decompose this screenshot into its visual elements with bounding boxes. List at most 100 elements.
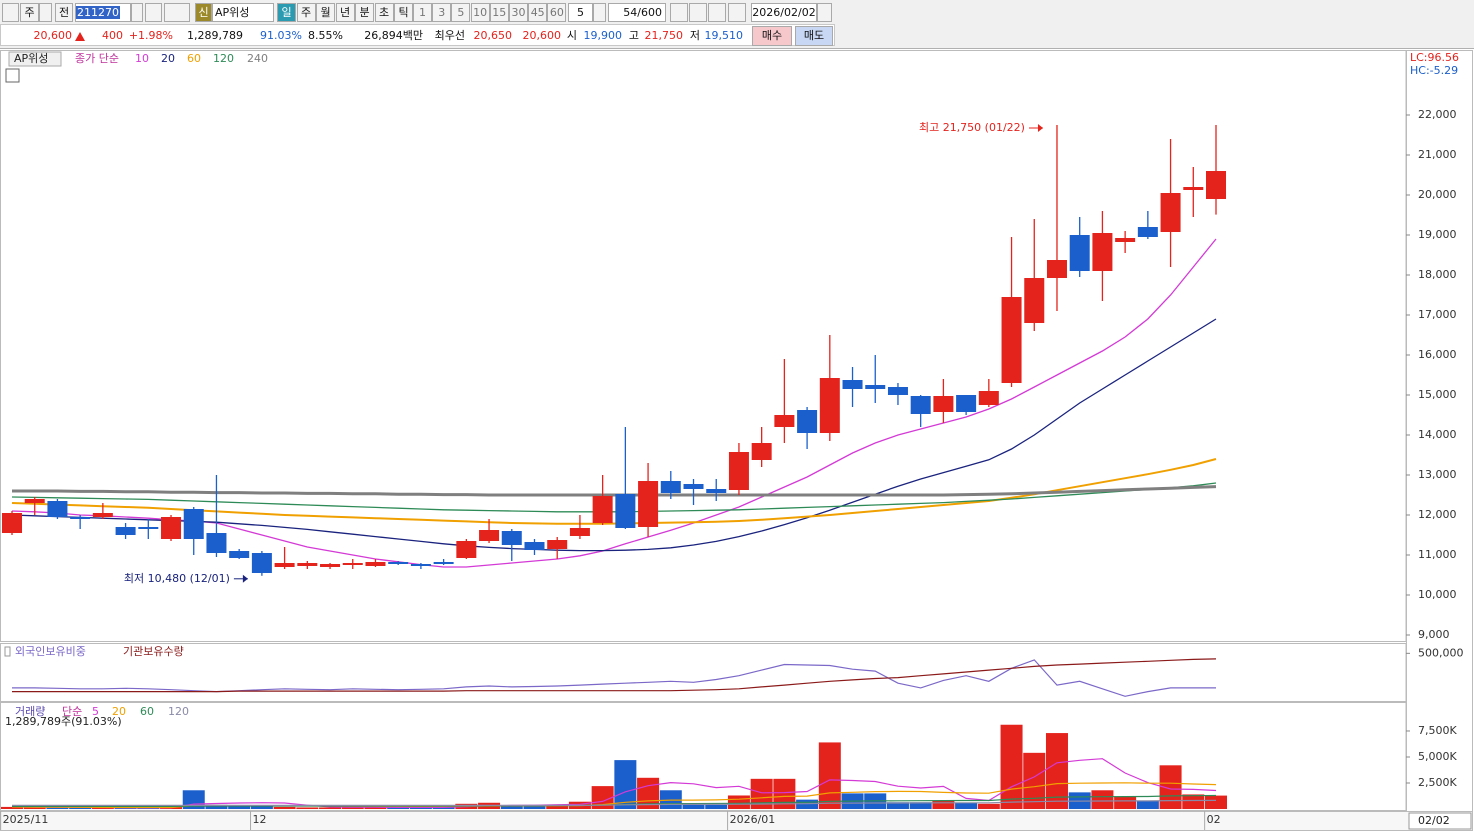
quote-volume-ratio: 91.03%	[260, 29, 302, 42]
candle-body	[251, 553, 272, 573]
axis-panel	[1406, 50, 1473, 812]
volume-bar	[523, 805, 546, 809]
interval-button[interactable]: 3	[432, 3, 452, 22]
annotation: 최저 10,480 (12/01)	[124, 572, 230, 585]
candle-body	[161, 517, 182, 539]
name-input[interactable]: AP위성	[212, 3, 274, 22]
legend-entry: 60	[140, 705, 154, 718]
volume-bar	[614, 760, 637, 809]
dropdown[interactable]	[131, 3, 143, 22]
volume-bar	[296, 807, 319, 809]
sound-button[interactable]	[164, 3, 190, 22]
quote-price: 20,600	[33, 29, 73, 42]
legend-title: AP위성	[14, 52, 48, 65]
volume-bar	[250, 806, 273, 809]
candle-body	[274, 563, 295, 567]
code-input[interactable]: 211270	[75, 3, 131, 22]
candle-body	[842, 380, 863, 389]
candle-body	[410, 564, 431, 566]
volume-bar	[1091, 790, 1114, 809]
y-tick-label: 9,000	[1418, 628, 1450, 641]
period-tab[interactable]: 일	[277, 3, 296, 22]
interval-button[interactable]: 1	[413, 3, 432, 22]
calendar-button[interactable]	[817, 3, 832, 22]
interval-button[interactable]: 15	[489, 3, 509, 22]
period-tab[interactable]: 월	[316, 3, 335, 22]
ma-line	[11, 758, 1217, 809]
interval-button[interactable]: 10	[470, 3, 490, 22]
y-tick-label: 5,000K	[1418, 750, 1457, 763]
search-button[interactable]	[145, 3, 162, 22]
candle-body	[1001, 297, 1022, 383]
candle-body	[819, 378, 840, 433]
panel-icon	[5, 68, 20, 83]
candle-body	[388, 562, 409, 564]
quote-volume: 1,289,789	[187, 29, 243, 42]
date-input[interactable]: 2026/02/02	[751, 3, 817, 22]
ma-label: 종가 단순	[75, 52, 119, 65]
interval-button[interactable]: 30	[509, 3, 528, 22]
tool-icon[interactable]	[670, 3, 688, 22]
quote-bar	[0, 24, 835, 46]
volume-bar	[750, 778, 773, 809]
period-tab[interactable]: 주	[296, 3, 316, 22]
interval-button[interactable]: 60	[547, 3, 567, 22]
volume-bar	[796, 799, 819, 809]
quote-open: 19,900	[583, 29, 623, 42]
volume-bar	[886, 802, 909, 809]
y-tick-label: 11,000	[1418, 548, 1457, 561]
quote-change-rate: +1.98%	[128, 29, 173, 42]
candle-body	[887, 387, 908, 395]
candle-body	[524, 542, 545, 550]
quote-high: 21,750	[644, 29, 684, 42]
indicator-hc: HC:-5.29	[1410, 64, 1458, 77]
new-badge[interactable]: 신	[195, 3, 212, 22]
market-select[interactable]: 주	[20, 3, 39, 22]
candle-body	[1024, 278, 1045, 323]
interval-button[interactable]: 5	[451, 3, 471, 22]
x-tick-label: 12	[253, 813, 267, 826]
cursor-date-box	[1408, 812, 1472, 830]
legend-entry: 120	[168, 705, 189, 718]
candle-body	[2, 513, 22, 533]
sell-button[interactable]: 매도	[795, 26, 833, 46]
y-tick-label: 19,000	[1418, 228, 1457, 241]
x-tick-label: 2026/01	[730, 813, 776, 826]
ma-line	[12, 799, 1217, 806]
ma-line	[12, 485, 1217, 497]
volume-bar	[319, 807, 342, 809]
legend-entry: 10	[135, 52, 149, 65]
interval-button[interactable]: 45	[528, 3, 548, 22]
ma-line	[11, 318, 1217, 552]
volume-bar	[387, 807, 410, 809]
range-display: 54/600	[608, 3, 666, 22]
count-input[interactable]: 5	[568, 3, 593, 22]
y-tick-label: 16,000	[1418, 348, 1457, 361]
volume-bar	[1182, 794, 1205, 809]
candle-body	[183, 509, 204, 539]
dropdown[interactable]	[593, 3, 606, 22]
dropdown[interactable]	[39, 3, 52, 22]
candle-body	[456, 541, 477, 558]
y-tick-label: 2,500K	[1418, 776, 1457, 789]
period-tab[interactable]: 년	[335, 3, 355, 22]
legend-entry: 120	[213, 52, 234, 65]
period-tab[interactable]: 분	[355, 3, 374, 22]
period-tab[interactable]: 초	[374, 3, 394, 22]
volume-bar	[955, 802, 978, 809]
candle-body	[978, 391, 999, 405]
window-icon[interactable]	[2, 3, 19, 22]
legend-title: 거래량	[15, 705, 45, 718]
y-tick-label: 500,000	[1418, 646, 1464, 659]
candle-body	[1092, 233, 1113, 271]
tool-icon[interactable]	[708, 3, 726, 22]
buy-button[interactable]: 매수	[752, 26, 792, 46]
period-tab[interactable]: 틱	[394, 3, 413, 22]
candle-body	[774, 415, 795, 427]
candle-body	[660, 481, 681, 493]
y-tick-label: 7,500K	[1418, 724, 1457, 737]
prev-button[interactable]: 전	[55, 3, 73, 22]
tool-icon[interactable]	[689, 3, 707, 22]
tool-icon[interactable]	[728, 3, 746, 22]
